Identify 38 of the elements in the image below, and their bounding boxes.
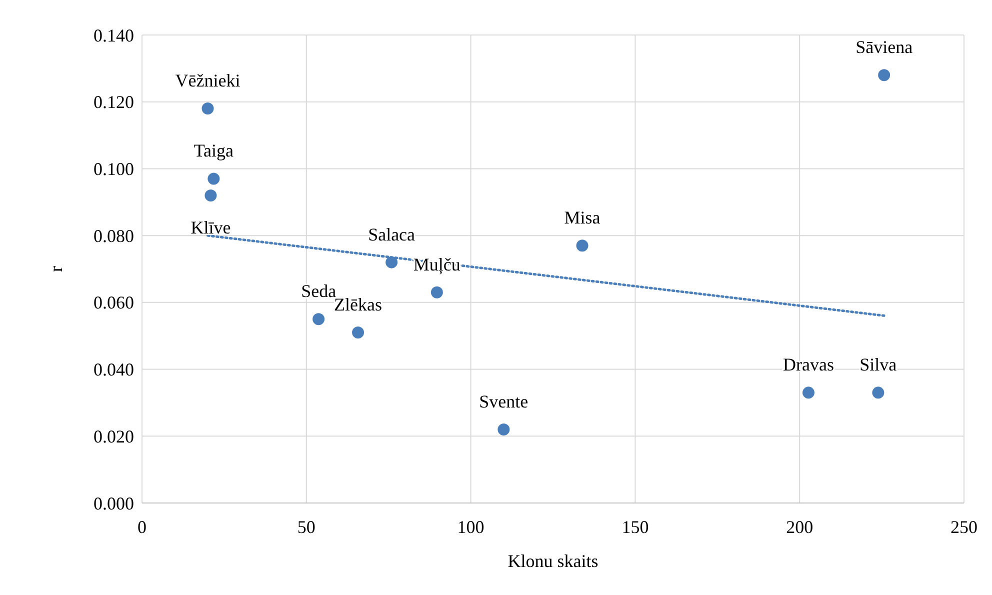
annotation: Sāviena <box>856 37 913 58</box>
point <box>576 240 588 252</box>
y-tick-label: 0.140 <box>94 25 134 46</box>
annotation: Seda <box>301 281 336 302</box>
point <box>202 102 214 115</box>
point <box>208 172 220 185</box>
point <box>498 423 510 436</box>
x-tick-label: 150 <box>622 517 649 537</box>
annotation: Dravas <box>782 354 834 375</box>
point <box>204 189 217 202</box>
point <box>872 386 884 399</box>
x-tick-label: 50 <box>297 517 316 537</box>
point <box>386 256 398 268</box>
x-tick-label: 200 <box>786 517 814 537</box>
point <box>312 313 325 326</box>
y-tick-label: 0.080 <box>94 226 134 246</box>
annotation: Taiga <box>194 140 234 161</box>
point <box>430 286 443 298</box>
x-tick-label: 0 <box>138 517 146 537</box>
annotation: Klīve <box>190 217 231 238</box>
annotation: Salaca <box>368 224 416 244</box>
y-tick-label: 0.100 <box>94 159 134 180</box>
point <box>352 326 364 339</box>
annotation: Misa <box>564 208 600 228</box>
annotation: Vēžnieki <box>175 70 240 91</box>
y-tick-label: 0.020 <box>94 426 134 446</box>
x-axis-title: Klonu skaits <box>508 551 598 571</box>
x-tick-label: 100 <box>457 517 484 537</box>
x-tick-label: 250 <box>950 517 978 537</box>
y-axis-title: r <box>46 266 66 272</box>
y-tick-label: 0.000 <box>94 493 134 514</box>
y-tick-label: 0.060 <box>94 292 134 313</box>
annotation: Svente <box>479 391 528 412</box>
annotation: Silva <box>860 354 897 375</box>
point <box>802 386 814 399</box>
point <box>878 69 890 82</box>
y-tick-label: 0.040 <box>94 360 134 380</box>
y-tick-label: 0.120 <box>94 92 134 112</box>
